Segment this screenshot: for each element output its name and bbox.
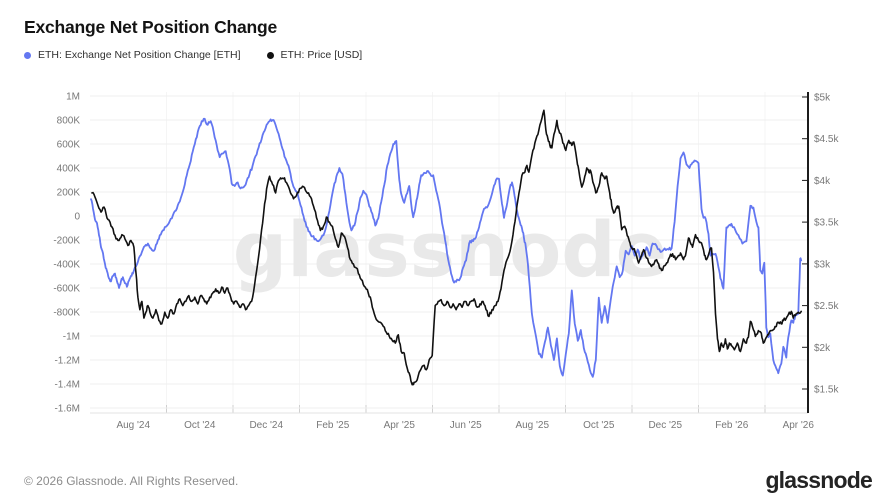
x-axis-label: Feb '25 bbox=[316, 420, 349, 431]
glassnode-logo: glassnode bbox=[765, 467, 872, 493]
legend-label: ETH: Price [USD] bbox=[280, 49, 363, 61]
page-title: Exchange Net Position Change bbox=[24, 17, 278, 37]
y-axis-left-label: -1M bbox=[63, 332, 80, 343]
price-legend-dot-icon bbox=[266, 51, 274, 59]
y-axis-left-label: -1.2M bbox=[54, 356, 80, 367]
x-axis-label: Aug '25 bbox=[515, 420, 549, 431]
eth-net-position-line bbox=[90, 117, 803, 378]
x-axis-label: Apr '25 bbox=[384, 420, 416, 431]
x-axis-label: Aug '24 bbox=[116, 420, 150, 431]
y-axis-right-label: $4.5k bbox=[814, 134, 839, 145]
y-axis-right-label: $2k bbox=[814, 343, 831, 354]
x-axis-label: Apr '26 bbox=[783, 420, 815, 431]
y-axis-right-label: $5k bbox=[814, 93, 831, 104]
y-axis-right-label: $3.5k bbox=[814, 218, 839, 229]
legend-item-price[interactable]: ETH: Price [USD] bbox=[266, 49, 363, 61]
legend: ETH: Exchange Net Position Change [ETH] … bbox=[24, 49, 362, 61]
x-axis-label: Feb '26 bbox=[715, 420, 748, 431]
y-axis-left-label: -400K bbox=[53, 260, 80, 271]
y-axis-left-label: 200K bbox=[57, 188, 81, 199]
glassnode-watermark: glassnode bbox=[233, 205, 667, 294]
legend-label: ETH: Exchange Net Position Change [ETH] bbox=[38, 49, 241, 61]
y-axis-left-label: -200K bbox=[53, 236, 80, 247]
y-axis-left-label: 600K bbox=[57, 140, 81, 151]
y-axis-right-label: $3k bbox=[814, 259, 831, 270]
x-axis-label: Dec '25 bbox=[648, 420, 682, 431]
y-axis-left-label: 1M bbox=[66, 92, 80, 103]
eth-price-line bbox=[91, 109, 802, 386]
y-axis-right-label: $2.5k bbox=[814, 301, 839, 312]
y-axis-left-label: -1.4M bbox=[54, 380, 80, 391]
x-axis-label: Jun '25 bbox=[450, 420, 482, 431]
copyright-text: © 2026 Glassnode. All Rights Reserved. bbox=[24, 474, 239, 488]
y-axis-left-label: 0 bbox=[74, 212, 80, 223]
x-axis-label: Dec '24 bbox=[249, 420, 283, 431]
net-position-legend-dot-icon bbox=[24, 51, 31, 59]
y-axis-left-label: 400K bbox=[57, 164, 81, 175]
y-axis-left-label: -600K bbox=[53, 284, 80, 295]
legend-item-net-position[interactable]: ETH: Exchange Net Position Change [ETH] bbox=[24, 49, 241, 61]
y-axis-left-label: -800K bbox=[53, 308, 80, 319]
y-axis-left-label: 800K bbox=[57, 116, 81, 127]
y-axis-right-label: $1.5k bbox=[814, 385, 839, 396]
y-axis-right-label: $4k bbox=[814, 176, 831, 187]
y-axis-left-label: -1.6M bbox=[54, 404, 80, 415]
x-axis-label: Oct '25 bbox=[583, 420, 615, 431]
x-axis-label: Oct '24 bbox=[184, 420, 216, 431]
